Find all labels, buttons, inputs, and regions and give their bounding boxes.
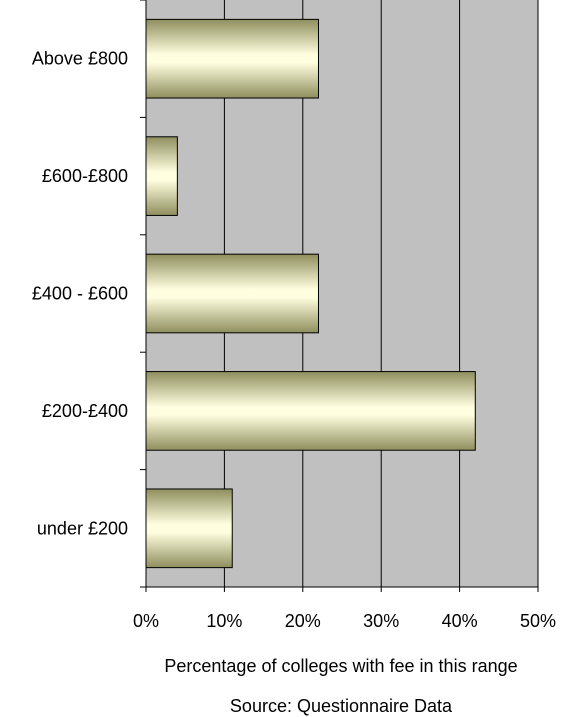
- y-tick-label: £200-£400: [42, 401, 128, 421]
- bar: [146, 254, 318, 333]
- x-axis-title: Percentage of colleges with fee in this …: [164, 656, 517, 676]
- x-tick-label: 40%: [442, 611, 478, 631]
- x-tick-label: 10%: [206, 611, 242, 631]
- bar: [146, 372, 475, 451]
- y-tick-label: £400 - £600: [32, 284, 128, 304]
- y-tick-label: Above £800: [32, 49, 128, 69]
- x-tick-label: 20%: [285, 611, 321, 631]
- bar: [146, 137, 177, 216]
- y-tick-label: under £200: [37, 518, 128, 538]
- x-tick-label: 0%: [133, 611, 159, 631]
- bar: [146, 489, 232, 568]
- bar: [146, 19, 318, 98]
- x-tick-label: 50%: [520, 611, 556, 631]
- y-tick-label: £600-£800: [42, 166, 128, 186]
- x-tick-label: 30%: [363, 611, 399, 631]
- source-note: Source: Questionnaire Data: [230, 696, 453, 716]
